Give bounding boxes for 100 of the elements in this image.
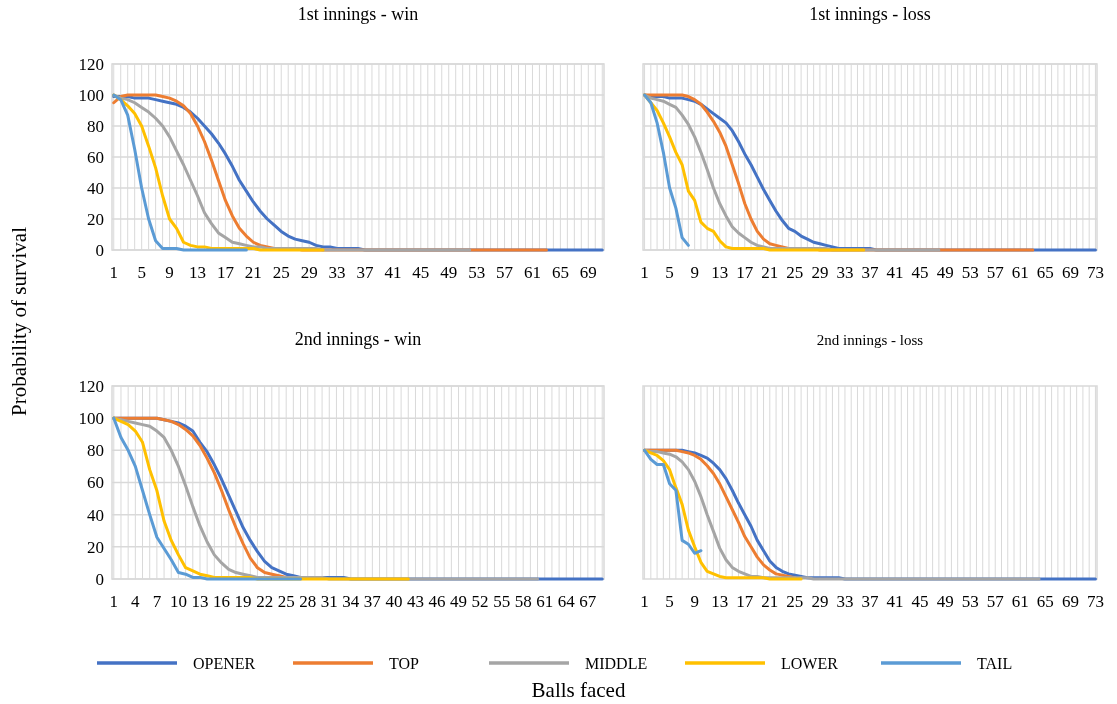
x-tick-label: 25: [277, 592, 295, 611]
y-tick-label: 20: [87, 537, 104, 557]
x-tick-label: 33: [328, 263, 346, 282]
x-tick-label: 55: [493, 592, 511, 611]
x-tick-label: 13: [191, 592, 209, 611]
x-tick-label: 53: [468, 263, 486, 282]
x-tick-label: 45: [911, 263, 929, 282]
x-tick-label: 5: [137, 263, 146, 282]
x-tick-label: 33: [836, 592, 854, 611]
x-tick-label: 5: [665, 592, 674, 611]
x-tick-label: 65: [551, 263, 569, 282]
x-tick-label: 9: [165, 263, 174, 282]
x-tick-label: 49: [936, 592, 954, 611]
x-tick-label: 1: [109, 263, 118, 282]
x-tick-label: 37: [363, 592, 382, 611]
x-tick-label: 67: [579, 592, 597, 611]
x-tick-label: 37: [861, 263, 879, 282]
y-tick-label: 120: [78, 376, 104, 396]
x-tick-label: 10: [169, 592, 187, 611]
x-tick-label: 57: [986, 263, 1005, 282]
chart-title: 1st innings - loss: [809, 4, 931, 24]
y-tick-label: 100: [78, 409, 104, 429]
x-tick-label: 57: [496, 263, 514, 282]
x-tick-label: 58: [514, 592, 532, 611]
x-tick-label: 29: [300, 263, 318, 282]
x-tick-label: 7: [152, 592, 162, 611]
x-tick-label: 21: [244, 263, 262, 282]
x-tick-label: 9: [690, 263, 699, 282]
x-tick-label: 49: [936, 263, 954, 282]
x-tick-label: 25: [272, 263, 290, 282]
y-tick-label: 0: [95, 240, 104, 260]
x-tick-label: 29: [811, 263, 829, 282]
x-tick-label: 9: [690, 592, 699, 611]
x-tick-label: 73: [1086, 263, 1104, 282]
x-tick-label: 64: [557, 592, 576, 611]
x-tick-label: 57: [986, 592, 1005, 611]
x-tick-label: 37: [356, 263, 374, 282]
x-tick-label: 21: [761, 592, 779, 611]
x-tick-label: 43: [406, 592, 424, 611]
x-tick-label: 49: [450, 592, 468, 611]
x-tick-label: 37: [861, 592, 879, 611]
x-tick-label: 33: [836, 263, 854, 282]
x-tick-label: 25: [786, 592, 804, 611]
x-tick-label: 29: [811, 592, 829, 611]
x-tick-label: 17: [736, 592, 754, 611]
chart-title: 2nd innings - loss: [816, 332, 924, 348]
x-tick-label: 34: [342, 592, 360, 611]
x-tick-label: 31: [320, 592, 338, 611]
y-tick-label: 80: [87, 441, 104, 461]
chart-title: 1st innings - win: [297, 4, 419, 24]
y-tick-label: 60: [87, 473, 104, 493]
x-tick-label: 61: [523, 263, 541, 282]
y-axis-title: Probability of survival: [7, 226, 31, 416]
x-tick-label: 17: [216, 263, 235, 282]
x-tick-label: 41: [384, 263, 402, 282]
x-tick-label: 45: [412, 263, 430, 282]
x-tick-label: 40: [385, 592, 403, 611]
y-tick-label: 20: [87, 209, 104, 229]
x-tick-label: 21: [761, 263, 779, 282]
y-tick-label: 60: [87, 147, 104, 167]
x-tick-label: 13: [188, 263, 206, 282]
x-tick-label: 73: [1086, 592, 1104, 611]
x-tick-label: 46: [428, 592, 446, 611]
x-tick-label: 53: [961, 592, 979, 611]
x-tick-label: 4: [131, 592, 141, 611]
x-tick-label: 65: [1036, 592, 1054, 611]
x-tick-label: 45: [911, 592, 929, 611]
x-tick-label: 69: [1061, 263, 1079, 282]
x-tick-label: 19: [234, 592, 252, 611]
y-tick-label: 80: [87, 116, 104, 136]
y-tick-label: 40: [87, 178, 104, 198]
x-tick-label: 25: [786, 263, 804, 282]
x-axis-title: Balls faced: [531, 678, 626, 702]
x-tick-label: 13: [711, 592, 729, 611]
legend-label: TOP: [389, 654, 420, 672]
x-tick-label: 1: [640, 263, 649, 282]
x-tick-label: 49: [440, 263, 458, 282]
x-tick-label: 61: [1011, 592, 1029, 611]
legend-label: MIDDLE: [585, 654, 648, 672]
x-tick-label: 61: [536, 592, 554, 611]
x-tick-label: 61: [1011, 263, 1029, 282]
y-tick-label: 120: [78, 54, 104, 74]
y-tick-label: 40: [87, 505, 104, 525]
y-tick-label: 0: [95, 569, 104, 589]
x-tick-label: 16: [213, 592, 231, 611]
x-tick-label: 41: [886, 263, 904, 282]
x-tick-label: 28: [299, 592, 317, 611]
x-tick-label: 52: [471, 592, 489, 611]
chart-title: 2nd innings - win: [294, 329, 422, 349]
x-tick-label: 17: [736, 263, 754, 282]
x-tick-label: 69: [579, 263, 597, 282]
x-tick-label: 22: [256, 592, 274, 611]
y-tick-label: 100: [78, 85, 104, 105]
x-tick-label: 65: [1036, 263, 1054, 282]
x-tick-label: 5: [665, 263, 674, 282]
legend-label: LOWER: [781, 654, 839, 672]
legend-label: OPENER: [193, 654, 256, 672]
x-tick-label: 69: [1061, 592, 1079, 611]
legend-label: TAIL: [977, 654, 1013, 672]
x-tick-label: 13: [711, 263, 729, 282]
